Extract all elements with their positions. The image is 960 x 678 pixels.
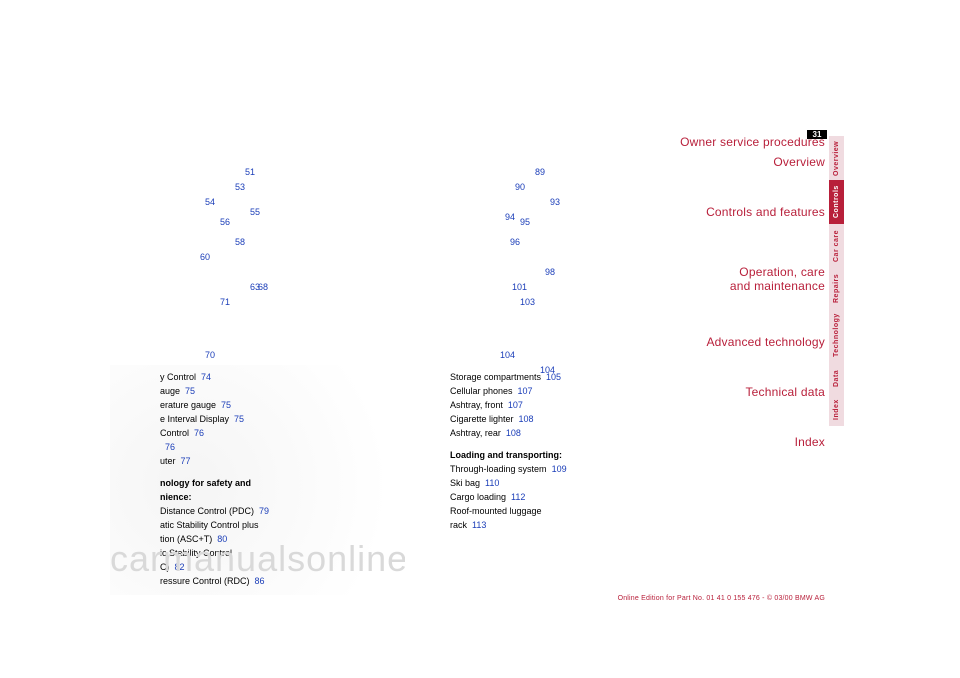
page-ref: 93 xyxy=(550,195,560,209)
page-ref: 108 xyxy=(506,428,521,438)
side-tab-technology[interactable]: Technology xyxy=(829,308,844,362)
page-ref: 112 xyxy=(511,492,525,502)
page-ref: 79 xyxy=(259,506,269,516)
section-heading: Controls and features xyxy=(565,205,825,219)
section-heading: Index xyxy=(565,435,825,449)
toc-entry: Ashtray, rear 108 xyxy=(450,426,521,440)
page-ref: 68 xyxy=(258,280,268,294)
page-ref: 71 xyxy=(220,295,230,309)
toc-entry: Loading and transporting: xyxy=(450,448,562,462)
toc-entry: auge 75 xyxy=(160,384,195,398)
page-ref: 109 xyxy=(552,464,567,474)
section-heading: Technical data xyxy=(565,385,825,399)
page-ref: 113 xyxy=(472,520,486,530)
footer-edition: Online Edition for Part No. 01 41 0 155 … xyxy=(618,595,825,602)
toc-entry: Ashtray, front 107 xyxy=(450,398,523,412)
watermark-text: carmanualsonline.info xyxy=(110,538,405,580)
side-tab-car-care[interactable]: Car care xyxy=(829,224,844,268)
page-ref: 90 xyxy=(515,180,525,194)
page-ref: 77 xyxy=(181,456,191,466)
page-ref: 110 xyxy=(485,478,499,488)
page-ref: 56 xyxy=(220,215,230,229)
page-ref: 89 xyxy=(535,165,545,179)
page-ref: 51 xyxy=(245,165,255,179)
toc-entry: Cigarette lighter 108 xyxy=(450,412,534,426)
side-tab-data[interactable]: Data xyxy=(829,362,844,394)
page-ref: 74 xyxy=(201,372,211,382)
toc-entry: Through-loading system 109 xyxy=(450,462,567,476)
page-ref: 75 xyxy=(185,386,195,396)
side-tab-index[interactable]: Index xyxy=(829,394,844,426)
section-heading: Overview xyxy=(565,155,825,169)
side-tabs: OverviewControlsCar careRepairsTechnolog… xyxy=(829,136,844,426)
page-ref: 54 xyxy=(205,195,215,209)
page-ref: 98 xyxy=(545,265,555,279)
page-ref: 70 xyxy=(205,348,215,362)
toc-entry: Ski bag 110 xyxy=(450,476,499,490)
page-ref: 94 xyxy=(505,210,515,224)
page-ref: 103 xyxy=(520,295,535,309)
page-ref: 53 xyxy=(235,180,245,194)
toc-entry: 76 xyxy=(160,440,175,454)
page-ref: 60 xyxy=(200,250,210,264)
toc-subheading: nology for safety andnience: xyxy=(160,476,251,504)
page-ref: 76 xyxy=(194,428,204,438)
page-ref: 108 xyxy=(519,414,534,424)
toc-entry: atic Stability Control plus xyxy=(160,518,259,532)
side-tab-controls[interactable]: Controls xyxy=(829,180,844,224)
section-heading: Owner service procedures xyxy=(565,135,825,149)
toc-entry: e Interval Display 75 xyxy=(160,412,244,426)
page-ref: 107 xyxy=(508,400,523,410)
toc-entry: Storage compartments 105 xyxy=(450,370,561,384)
page-ref: 104 xyxy=(500,348,515,362)
toc-entry: Cellular phones 107 xyxy=(450,384,533,398)
section-heading: Advanced technology xyxy=(565,335,825,349)
page-ref: 95 xyxy=(520,215,530,229)
side-tab-overview[interactable]: Overview xyxy=(829,136,844,180)
watermark-overlay: y Control 74auge 75erature gauge 75e Int… xyxy=(110,365,405,595)
page-ref: 107 xyxy=(518,386,533,396)
page-ref: 96 xyxy=(510,235,520,249)
toc-entry: uter 77 xyxy=(160,454,191,468)
page-ref: 75 xyxy=(221,400,231,410)
page-ref: 105 xyxy=(546,372,561,382)
page-ref: 58 xyxy=(235,235,245,249)
toc-entry: Control 76 xyxy=(160,426,204,440)
page-ref: 101 xyxy=(512,280,527,294)
toc-entry: Distance Control (PDC) 79 xyxy=(160,504,269,518)
toc-entry: Cargo loading 112 xyxy=(450,490,525,504)
side-tab-repairs[interactable]: Repairs xyxy=(829,268,844,308)
toc-entry: erature gauge 75 xyxy=(160,398,231,412)
section-heading: Operation, careand maintenance xyxy=(565,265,825,293)
page-ref: 75 xyxy=(234,414,244,424)
toc-entry: Roof-mounted luggage rack 113 xyxy=(450,504,580,532)
page-ref: 76 xyxy=(165,442,175,452)
toc-entry: y Control 74 xyxy=(160,370,211,384)
page-ref: 55 xyxy=(250,205,260,219)
